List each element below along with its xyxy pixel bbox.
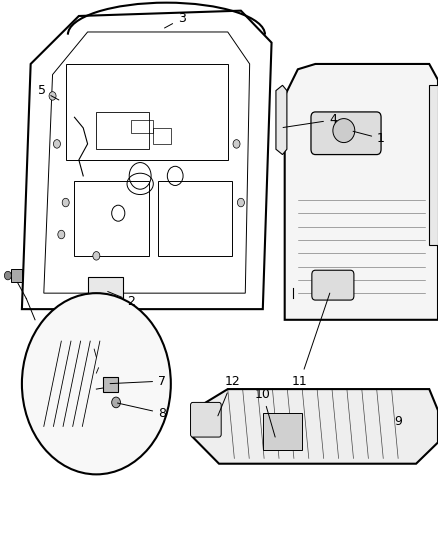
Text: 10: 10: [255, 388, 275, 437]
Circle shape: [4, 271, 11, 280]
Bar: [263, 413, 302, 450]
Bar: [74, 181, 149, 256]
FancyBboxPatch shape: [191, 402, 221, 437]
Text: 11: 11: [292, 293, 330, 387]
Bar: [153, 128, 171, 144]
Text: 2: 2: [108, 292, 135, 308]
FancyBboxPatch shape: [312, 270, 354, 300]
Circle shape: [112, 397, 120, 408]
Circle shape: [53, 140, 60, 148]
Bar: [429, 85, 438, 245]
Polygon shape: [276, 85, 287, 155]
Text: 8: 8: [117, 403, 166, 419]
Text: 12: 12: [218, 375, 240, 416]
Circle shape: [233, 140, 240, 148]
Circle shape: [22, 293, 171, 474]
Text: 7: 7: [110, 375, 166, 387]
Text: 3: 3: [165, 12, 186, 28]
Circle shape: [49, 92, 56, 100]
Circle shape: [237, 198, 244, 207]
FancyBboxPatch shape: [311, 112, 381, 155]
Text: 9: 9: [395, 415, 403, 427]
Ellipse shape: [333, 118, 355, 142]
Bar: [158, 181, 232, 256]
Circle shape: [93, 252, 100, 260]
Circle shape: [62, 198, 69, 207]
Bar: [103, 377, 118, 392]
Bar: [96, 112, 149, 149]
Text: 5: 5: [38, 84, 59, 100]
Text: 4: 4: [283, 114, 337, 127]
Polygon shape: [285, 64, 438, 320]
Bar: [11, 269, 22, 282]
Circle shape: [58, 230, 65, 239]
Bar: [88, 277, 123, 298]
Polygon shape: [193, 389, 438, 464]
Bar: [131, 120, 153, 133]
Text: 1: 1: [353, 131, 385, 145]
